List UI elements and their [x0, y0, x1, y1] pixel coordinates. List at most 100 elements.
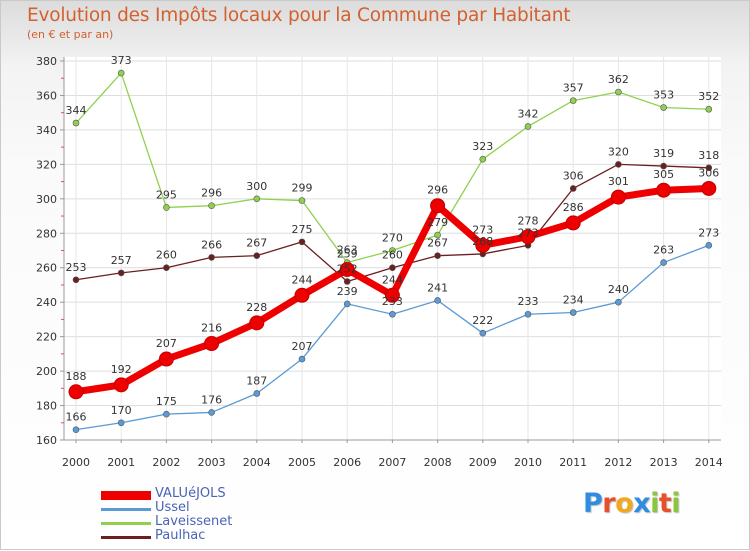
- data-point: [660, 162, 667, 170]
- data-point: [163, 410, 170, 418]
- data-point: [660, 104, 667, 111]
- data-label: 222: [472, 314, 493, 327]
- data-point: [565, 215, 581, 231]
- logo-letter: x: [633, 488, 651, 519]
- legend-label: Laveissenet: [155, 514, 233, 529]
- legend-swatch: [101, 491, 151, 500]
- data-label: 267: [246, 237, 267, 250]
- data-label: 267: [427, 237, 448, 250]
- data-label: 306: [698, 166, 719, 179]
- data-label: 275: [292, 223, 313, 236]
- data-label: 268: [472, 235, 493, 248]
- data-point: [615, 161, 622, 168]
- data-point: [615, 298, 622, 306]
- data-label: 259: [337, 247, 358, 260]
- x-tick-label: 2000: [62, 456, 90, 469]
- legend-swatch: [101, 536, 151, 539]
- data-label: 266: [201, 238, 222, 251]
- data-label: 296: [427, 184, 448, 197]
- logo-letter: i: [671, 488, 681, 519]
- data-label: 295: [156, 188, 177, 201]
- data-point: [158, 351, 174, 367]
- data-point: [298, 238, 306, 246]
- x-tick-label: 2014: [695, 456, 723, 469]
- logo-letter: o: [615, 488, 634, 519]
- data-point: [610, 189, 626, 205]
- data-point: [72, 426, 80, 433]
- data-point: [204, 336, 220, 352]
- data-label: 306: [563, 169, 584, 182]
- y-tick-label: 160: [36, 434, 57, 447]
- data-label: 187: [246, 374, 267, 387]
- data-label: 373: [111, 54, 132, 67]
- data-label: 176: [201, 393, 222, 406]
- data-label: 357: [563, 82, 584, 95]
- data-label: 273: [518, 226, 539, 239]
- logo-letter: i: [650, 488, 659, 519]
- data-point: [524, 310, 532, 318]
- data-label: 300: [246, 180, 267, 193]
- data-label: 234: [563, 294, 584, 307]
- data-label: 278: [518, 215, 539, 228]
- data-point: [163, 264, 170, 272]
- data-point: [117, 269, 125, 277]
- data-label: 318: [698, 149, 719, 162]
- data-point: [253, 252, 261, 259]
- y-tick-label: 200: [36, 365, 57, 378]
- legend-label: Paulhac: [155, 528, 206, 543]
- data-point: [253, 390, 261, 397]
- data-point: [705, 242, 713, 249]
- x-tick-label: 2008: [424, 456, 452, 469]
- data-label: 279: [427, 216, 448, 229]
- data-point: [294, 287, 310, 303]
- y-tick-label: 220: [36, 331, 57, 344]
- x-tick-label: 2001: [107, 456, 135, 469]
- data-label: 188: [66, 370, 87, 383]
- legend-swatch: [101, 508, 151, 511]
- data-point: [475, 237, 491, 253]
- data-label: 296: [201, 187, 222, 200]
- data-label: 352: [698, 90, 719, 103]
- x-tick-label: 2002: [152, 456, 180, 469]
- logo-letter: t: [658, 488, 672, 519]
- data-label: 344: [66, 104, 87, 117]
- data-point: [117, 69, 125, 77]
- data-point: [72, 276, 80, 284]
- data-label: 170: [111, 404, 132, 417]
- data-label: 241: [427, 281, 448, 294]
- data-point: [253, 195, 261, 203]
- data-label: 233: [382, 295, 403, 308]
- x-tick-label: 2003: [198, 456, 226, 469]
- data-point: [520, 229, 536, 245]
- data-point: [163, 204, 170, 211]
- data-label: 263: [337, 244, 358, 257]
- y-tick-label: 180: [36, 400, 57, 413]
- data-label: 253: [66, 261, 87, 274]
- data-point: [479, 329, 487, 337]
- data-label: 260: [156, 249, 177, 262]
- data-label: 207: [292, 340, 313, 353]
- x-tick-label: 2005: [288, 456, 316, 469]
- data-point: [434, 231, 441, 239]
- data-point: [117, 419, 125, 427]
- data-point: [389, 310, 396, 318]
- data-point: [298, 197, 306, 204]
- data-label: 299: [292, 182, 313, 195]
- data-label: 286: [563, 201, 584, 214]
- proxiti-logo: Proxiti: [583, 488, 681, 519]
- data-label: 263: [653, 244, 674, 257]
- data-label: 270: [382, 232, 403, 245]
- legend-label: Ussel: [155, 500, 190, 515]
- data-point: [524, 123, 532, 130]
- data-label: 260: [382, 249, 403, 262]
- data-label: 273: [698, 226, 719, 239]
- data-label: 175: [156, 395, 177, 408]
- data-point: [72, 119, 80, 127]
- data-label: 319: [653, 147, 674, 160]
- data-label: 233: [518, 295, 539, 308]
- data-point: [339, 261, 355, 277]
- data-label: 353: [653, 89, 674, 102]
- data-point: [208, 409, 215, 416]
- x-tick-label: 2009: [469, 456, 497, 469]
- chart-subtitle: (en € et par an): [27, 28, 114, 41]
